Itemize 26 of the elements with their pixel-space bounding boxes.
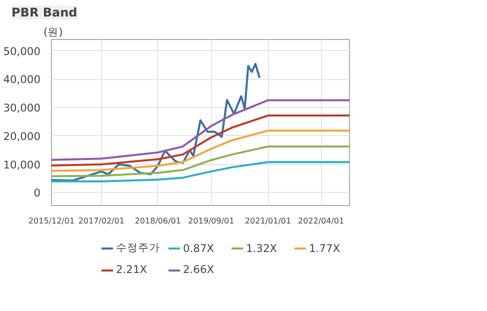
- legend-label: 수정주가: [116, 241, 160, 255]
- y-axis-title: (원): [44, 26, 63, 38]
- line-series: [52, 130, 350, 172]
- legend-label: 2.21X: [116, 263, 148, 276]
- x-tick-label: 2017/02/01: [78, 216, 124, 226]
- line-series: [52, 161, 350, 182]
- x-tick-label: 2021/01/01: [244, 216, 292, 226]
- legend-label: 1.32X: [246, 242, 278, 254]
- line-series: [52, 145, 350, 178]
- line-series: [52, 62, 261, 182]
- chart-title: PBR Band: [12, 6, 78, 20]
- y-tick-label: 50,000: [3, 44, 41, 58]
- y-tick-label: 30,000: [3, 102, 41, 115]
- line-series: [52, 99, 350, 161]
- x-tick-label: 2022/04/01: [298, 216, 344, 226]
- x-tick-label: 2018/06/01: [134, 216, 181, 226]
- legend-label: 0.87X: [183, 242, 216, 254]
- y-tick-label: 40,000: [3, 73, 41, 86]
- legend-label: 2.66X: [183, 263, 216, 276]
- y-tick-label: 20,000: [3, 130, 41, 143]
- y-tick-label: 10,000: [3, 158, 41, 172]
- x-tick-label: 2019/09/01: [188, 216, 234, 226]
- line-series: [52, 114, 350, 166]
- legend-label: 1.77X: [309, 242, 342, 254]
- x-tick-label: 2015/12/01: [28, 216, 75, 226]
- y-tick-label: 0: [34, 186, 41, 200]
